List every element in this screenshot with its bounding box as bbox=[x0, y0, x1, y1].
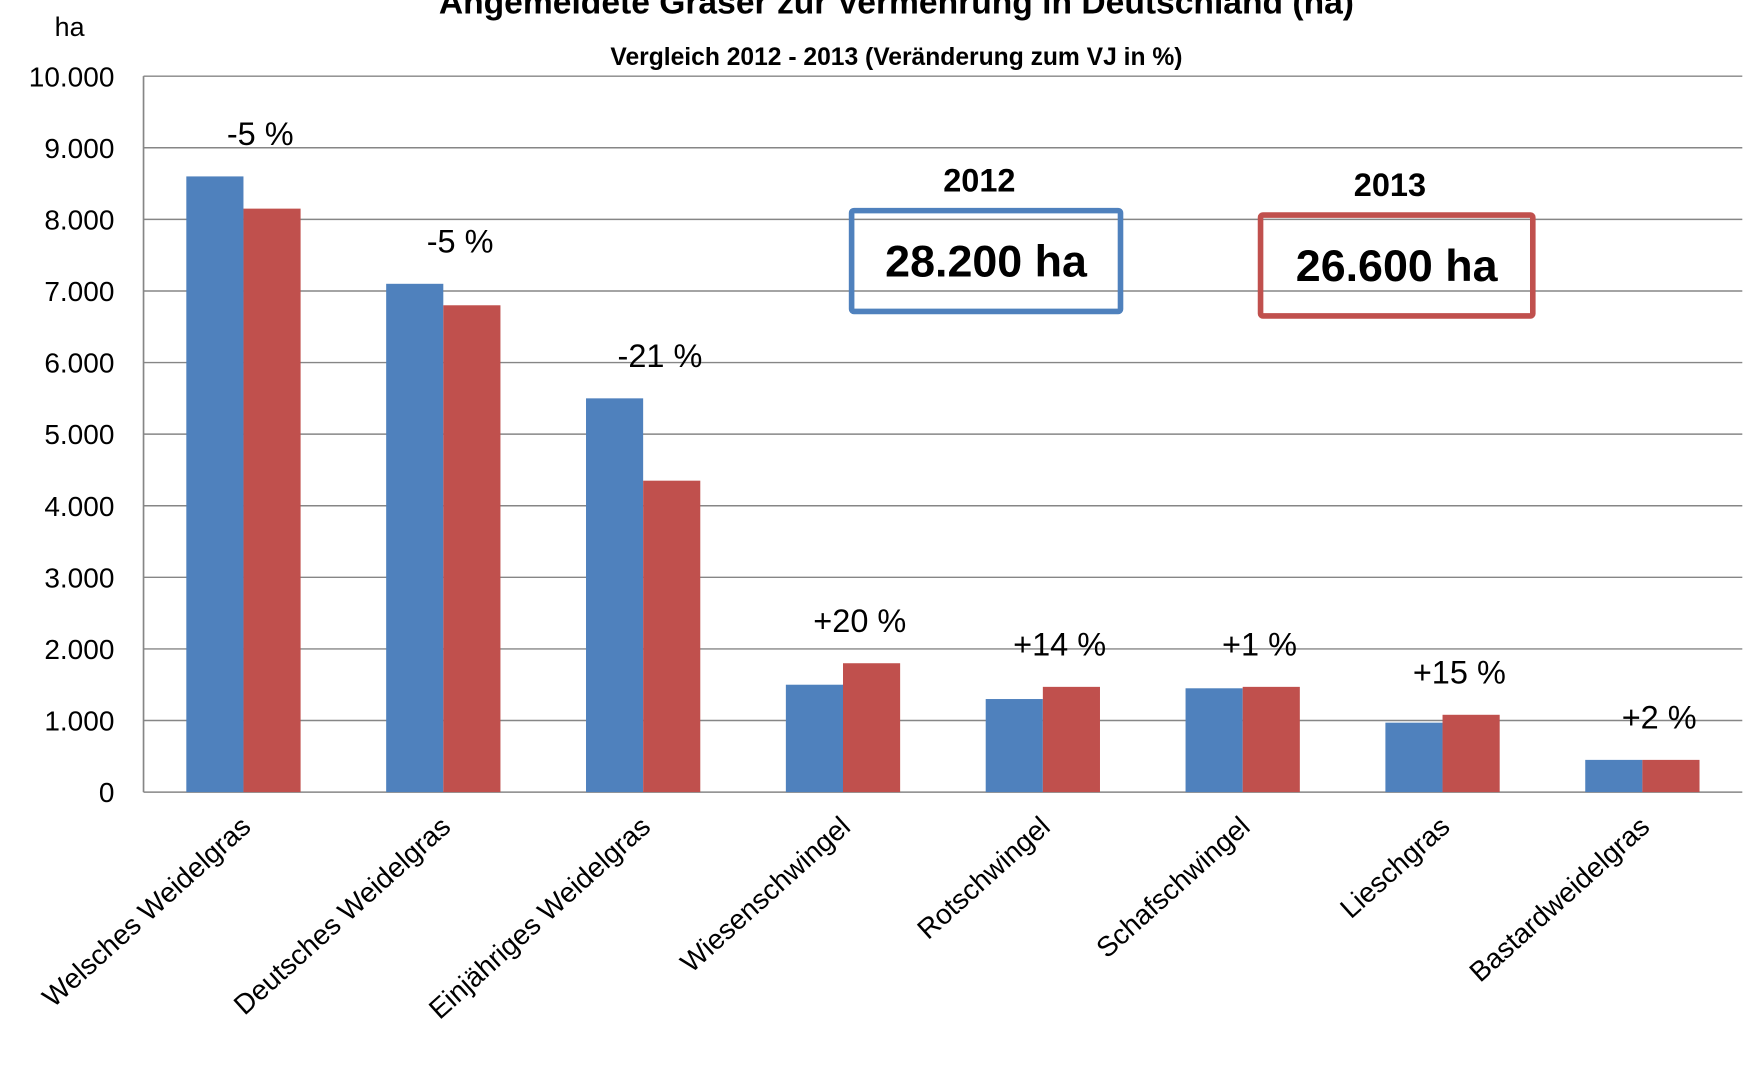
y-axis-label: ha bbox=[55, 12, 85, 42]
bar bbox=[1185, 688, 1243, 793]
bar bbox=[842, 663, 901, 793]
x-tick-label: Schafschwingel bbox=[1090, 810, 1255, 963]
change-label: -21 % bbox=[618, 338, 703, 374]
bar bbox=[643, 480, 701, 793]
y-tick-label: 0 bbox=[99, 777, 115, 808]
x-tick-label: Rotschwingel bbox=[911, 810, 1055, 944]
chart-title: Angemeldete Gräser zur Vermehrung in Deu… bbox=[439, 0, 1354, 21]
bar bbox=[1642, 759, 1700, 793]
x-tick-label: Einjähriges Weidelgras bbox=[423, 810, 656, 1024]
x-tick-label: Lieschgras bbox=[1334, 810, 1455, 924]
total-label: 28.200 ha bbox=[885, 237, 1088, 287]
bar bbox=[386, 283, 444, 793]
chart-subtitle: Vergleich 2012 - 2013 (Veränderung zum V… bbox=[610, 44, 1182, 71]
series-label: 2012 bbox=[943, 163, 1015, 199]
bar bbox=[985, 699, 1043, 793]
bar bbox=[1442, 714, 1500, 793]
x-tick-label: Welsches Weidelgras bbox=[36, 810, 256, 1012]
total-label: 26.600 ha bbox=[1296, 241, 1499, 291]
change-label: +2 % bbox=[1622, 700, 1697, 736]
series-label: 2013 bbox=[1354, 167, 1426, 203]
x-tick-label: Wiesenschwingel bbox=[674, 810, 856, 978]
bar bbox=[586, 398, 644, 793]
bar bbox=[1242, 686, 1300, 793]
y-tick-label: 8.000 bbox=[44, 204, 114, 235]
y-tick-label: 10.000 bbox=[29, 61, 115, 92]
change-label: +15 % bbox=[1413, 654, 1506, 690]
bar bbox=[1042, 686, 1100, 793]
x-tick-label: Deutsches Weidelgras bbox=[228, 810, 457, 1020]
bar bbox=[785, 684, 843, 793]
x-tick-label: Bastardweidelgras bbox=[1463, 810, 1655, 987]
bar bbox=[243, 208, 301, 793]
y-tick-label: 9.000 bbox=[44, 133, 114, 164]
bar bbox=[186, 176, 244, 793]
bar bbox=[1585, 759, 1643, 793]
change-label: -5 % bbox=[427, 223, 494, 259]
change-label: +1 % bbox=[1222, 626, 1297, 662]
change-label: -5 % bbox=[227, 116, 294, 152]
change-label: +20 % bbox=[813, 603, 906, 639]
total-box bbox=[848, 207, 1124, 315]
y-tick-label: 2.000 bbox=[44, 634, 114, 665]
bar bbox=[1385, 722, 1443, 793]
y-tick-label: 1.000 bbox=[44, 706, 114, 737]
y-tick-label: 5.000 bbox=[44, 419, 114, 450]
y-tick-label: 6.000 bbox=[44, 348, 114, 379]
total-box bbox=[1257, 212, 1536, 319]
y-tick-label: 3.000 bbox=[44, 562, 114, 593]
y-tick-label: 4.000 bbox=[44, 491, 114, 522]
y-tick-label: 7.000 bbox=[44, 276, 114, 307]
bar bbox=[443, 305, 501, 793]
change-label: +14 % bbox=[1013, 626, 1106, 662]
